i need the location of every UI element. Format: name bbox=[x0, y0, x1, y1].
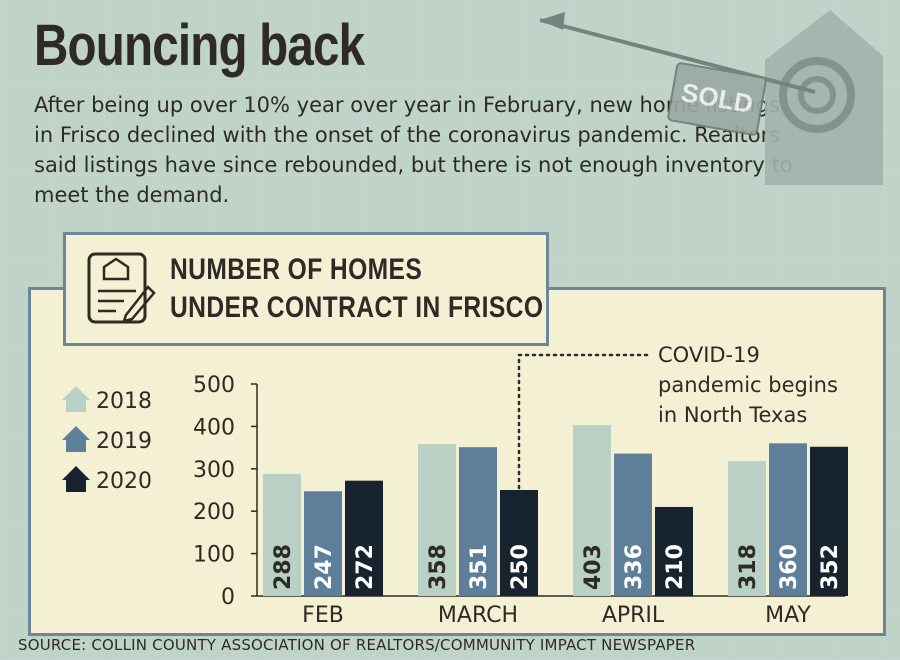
bar-march-2020 bbox=[500, 490, 538, 596]
house-legend-icon bbox=[62, 426, 90, 452]
chart-title-line-2: UNDER CONTRACT IN FRISCO bbox=[170, 291, 544, 324]
bar-value-label: 250 bbox=[508, 544, 533, 590]
x-category-label: APRIL bbox=[602, 603, 665, 628]
bar-april-2018 bbox=[573, 425, 611, 596]
bar-april-2020 bbox=[655, 506, 693, 596]
x-axis-labels: FEB MARCH APRIL MAY bbox=[302, 603, 811, 628]
bar-may-2020 bbox=[810, 446, 848, 596]
house-legend-icon bbox=[62, 466, 90, 492]
bar-value-label: 352 bbox=[818, 544, 843, 590]
annotation-text-line: in North Texas bbox=[658, 403, 807, 427]
legend: 2018 2019 2020 bbox=[62, 386, 152, 494]
bar-march-2019 bbox=[459, 447, 497, 596]
legend-label-2019: 2019 bbox=[96, 429, 152, 454]
legend-label-2020: 2020 bbox=[96, 469, 152, 494]
bars: 288 247 272 358 351 250 403 336 210 318 360 352 bbox=[263, 425, 848, 596]
y-tick-label: 300 bbox=[193, 458, 235, 483]
x-category-label: MARCH bbox=[438, 603, 518, 628]
bar-feb-2018 bbox=[263, 473, 301, 596]
bar-value-label: 360 bbox=[777, 544, 802, 590]
bar-value-label: 247 bbox=[312, 544, 337, 590]
y-tick-label: 0 bbox=[221, 585, 235, 610]
chart-title: NUMBER OF HOMES UNDER CONTRACT IN FRISCO bbox=[170, 251, 543, 327]
target-icon bbox=[779, 57, 855, 133]
bar-value-label: 358 bbox=[426, 544, 451, 590]
y-tick-label: 200 bbox=[193, 500, 235, 525]
chart-title-box: NUMBER OF HOMES UNDER CONTRACT IN FRISCO bbox=[63, 232, 549, 346]
chart-title-line-1: NUMBER OF HOMES bbox=[170, 253, 423, 286]
y-tick-label: 400 bbox=[193, 415, 235, 440]
bar-march-2018 bbox=[418, 444, 456, 596]
bar-april-2019 bbox=[614, 453, 652, 596]
bar-value-label: 210 bbox=[663, 544, 688, 590]
bar-feb-2019 bbox=[304, 491, 342, 596]
annotation-text-line: pandemic begins bbox=[658, 373, 838, 397]
contract-document-icon bbox=[87, 252, 156, 324]
bar-value-label: 336 bbox=[622, 544, 647, 590]
sold-sign-board bbox=[667, 62, 767, 136]
annotation-text-line: COVID-19 bbox=[658, 343, 760, 367]
house-legend-icon bbox=[62, 386, 90, 412]
arrow-icon bbox=[539, 18, 816, 94]
y-tick-label: 100 bbox=[193, 543, 235, 568]
sold-sign-illustration: SOLD bbox=[539, 10, 883, 185]
dek-paragraph: After being up over 10% year over year i… bbox=[34, 93, 793, 207]
bar-value-label: 288 bbox=[271, 544, 296, 590]
covid-annotation: COVID-19 pandemic begins in North Texas bbox=[517, 343, 838, 490]
y-tick-label: 500 bbox=[193, 373, 235, 398]
x-category-label: FEB bbox=[302, 603, 344, 628]
source-credit: SOURCE: COLLIN COUNTY ASSOCIATION OF REA… bbox=[18, 636, 696, 654]
headline: Bouncing back bbox=[34, 13, 365, 78]
bar-value-label: 318 bbox=[736, 544, 761, 590]
bar-value-label: 272 bbox=[353, 544, 378, 590]
bar-may-2019 bbox=[769, 443, 807, 596]
bar-feb-2020 bbox=[345, 480, 383, 596]
x-category-label: MAY bbox=[765, 603, 811, 628]
legend-label-2018: 2018 bbox=[96, 389, 152, 414]
bar-value-label: 403 bbox=[581, 544, 606, 590]
house-shape bbox=[765, 10, 883, 185]
bar-value-label: 351 bbox=[467, 544, 492, 590]
annotation-leader-line bbox=[517, 353, 652, 490]
bar-may-2018 bbox=[728, 461, 766, 596]
